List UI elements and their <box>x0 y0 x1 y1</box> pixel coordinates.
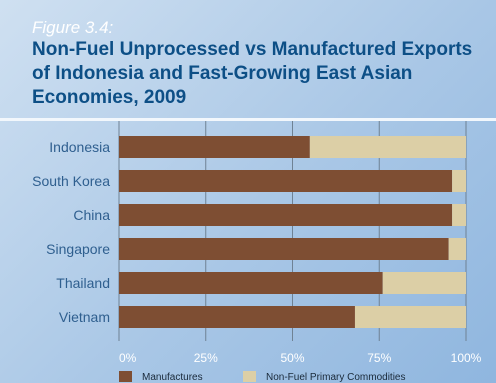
x-tick-label: 50% <box>280 351 304 365</box>
bar-segment <box>382 272 466 294</box>
x-tick-label: 0% <box>119 351 137 365</box>
bar-segment <box>119 238 449 260</box>
bar-segment <box>354 306 466 328</box>
legend-label: Manufactures <box>142 372 203 383</box>
category-label: China <box>73 207 110 223</box>
bar-segment <box>119 204 453 226</box>
x-tick-label: 75% <box>367 351 391 365</box>
figure-header: Figure 3.4: Non-Fuel Unprocessed vs Manu… <box>0 0 496 118</box>
bar-segment <box>448 238 466 260</box>
x-tick-label: 25% <box>194 351 218 365</box>
stacked-bar-chart: Indonesia South Korea China Singapore Thaila… <box>32 121 482 383</box>
bar-segment <box>119 272 383 294</box>
bar-segment <box>119 136 310 158</box>
figure-label: Figure 3.4: <box>32 18 114 37</box>
bar-segment <box>119 170 453 192</box>
category-label: Vietnam <box>59 309 110 325</box>
legend-label: Non-Fuel Primary Commodities <box>266 372 405 383</box>
legend-swatch <box>243 371 256 382</box>
category-label: Thailand <box>56 275 110 291</box>
category-label: Singapore <box>46 241 110 257</box>
bar-segment <box>452 204 466 226</box>
bar-segment <box>309 136 466 158</box>
category-label: Indonesia <box>49 139 110 155</box>
bar-segment <box>119 306 355 328</box>
header-divider <box>0 118 496 121</box>
x-tick-label: 100% <box>451 351 482 365</box>
legend-swatch <box>119 371 132 382</box>
category-label: South Korea <box>32 173 110 189</box>
bar-segment <box>452 170 466 192</box>
figure-title: Non-Fuel Unprocessed vs Manufactured Exp… <box>32 39 473 108</box>
